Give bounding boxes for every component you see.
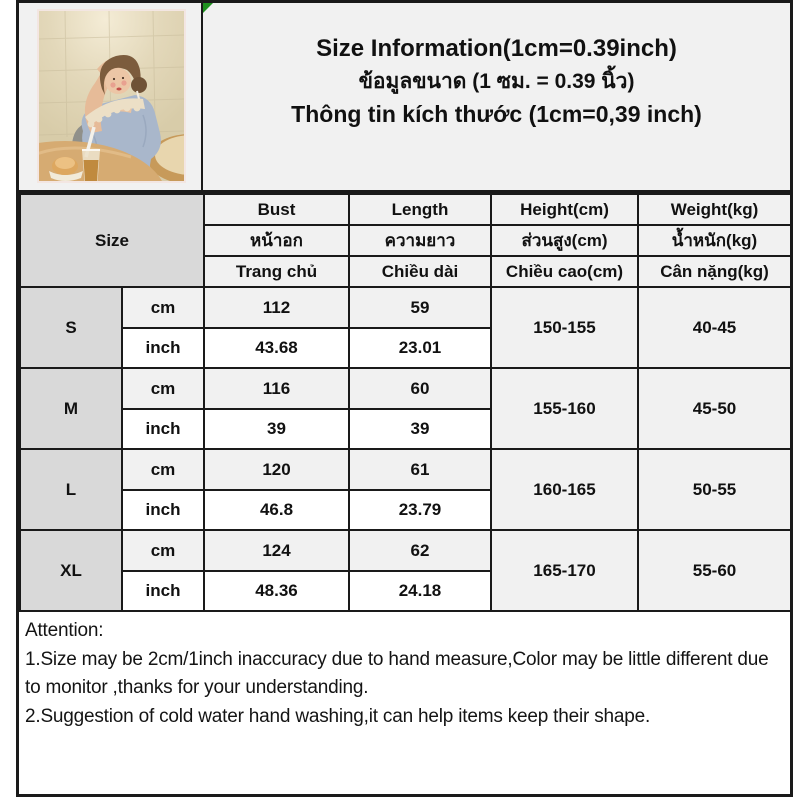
xl-height-range: 165-170 xyxy=(490,529,639,612)
col-header-weight-en: Weight(kg) xyxy=(637,193,792,226)
table-row: L cm 120 61 160-165 50-55 xyxy=(19,448,792,531)
hair-bun xyxy=(131,77,147,93)
title-english: Size Information(1cm=0.39inch) xyxy=(316,34,677,62)
l-length-inch: 23.79 xyxy=(348,489,492,531)
col-header-length-en: Length xyxy=(348,193,492,226)
col-header-height-en: Height(cm) xyxy=(490,193,639,226)
attention-heading: Attention: xyxy=(25,620,104,641)
iced-tea xyxy=(83,160,99,181)
table-row: S cm 112 59 150-155 40-45 xyxy=(19,286,792,369)
xl-bust-inch: 48.36 xyxy=(203,570,350,612)
unit-inch: inch xyxy=(121,570,205,612)
unit-inch: inch xyxy=(121,489,205,531)
attention-section: Attention: 1.Size may be 2cm/1inch inacc… xyxy=(19,612,790,794)
xl-length-cm: 62 xyxy=(348,529,492,572)
product-photo-cell xyxy=(19,3,203,190)
size-table: Size Bust Length Height(cm) Weight(kg) ห… xyxy=(19,193,792,612)
table-row: XL cm 124 62 165-170 55-60 xyxy=(19,529,792,612)
unit-cm: cm xyxy=(121,286,205,329)
size-chart-sheet: Size Information(1cm=0.39inch) ข้อมูลขนา… xyxy=(16,0,793,797)
table-row: M cm 116 60 155-160 45-50 xyxy=(19,367,792,450)
s-bust-cm: 112 xyxy=(203,286,350,329)
unit-cm: cm xyxy=(121,529,205,572)
col-header-bust-vi: Trang chủ xyxy=(203,255,350,288)
table-row: inch 48.36 24.18 xyxy=(20,570,791,612)
col-header-height-vi: Chiều cao(cm) xyxy=(490,255,639,288)
size-label-s: S xyxy=(19,286,123,369)
col-header-bust-en: Bust xyxy=(203,193,350,226)
l-bust-cm: 120 xyxy=(203,448,350,491)
m-bust-cm: 116 xyxy=(203,367,350,410)
face xyxy=(105,68,131,94)
unit-cm: cm xyxy=(121,448,205,491)
title-block: Size Information(1cm=0.39inch) ข้อมูลขนา… xyxy=(203,3,790,190)
m-bust-inch: 39 xyxy=(203,408,350,450)
table-row: inch 43.68 23.01 xyxy=(20,327,791,369)
table-row: inch 39 39 xyxy=(20,408,791,450)
title-thai: ข้อมูลขนาด (1 ซม. = 0.39 นิ้ว) xyxy=(358,70,635,94)
col-header-length-vi: Chiều dài xyxy=(348,255,492,288)
l-height-range: 160-165 xyxy=(490,448,639,531)
product-photo-illustration xyxy=(39,11,184,181)
green-corner-marker xyxy=(203,3,213,13)
m-length-inch: 39 xyxy=(348,408,492,450)
size-label-m: M xyxy=(19,367,123,450)
unit-cm: cm xyxy=(121,367,205,410)
xl-bust-cm: 124 xyxy=(203,529,350,572)
product-photo xyxy=(37,9,186,183)
xl-weight-range: 55-60 xyxy=(637,529,792,612)
title-vietnamese: Thông tin kích thước (1cm=0,39 inch) xyxy=(291,100,702,127)
attention-note: 1.Size may be 2cm/1inch inaccuracy due t… xyxy=(25,648,769,699)
col-header-height-th: ส่วนสูง(cm) xyxy=(490,224,639,257)
plate-paper xyxy=(49,171,83,181)
attention-note: 2.Suggestion of cold water hand washing,… xyxy=(25,705,651,727)
l-length-cm: 61 xyxy=(348,448,492,491)
size-label-xl: XL xyxy=(19,529,123,612)
s-length-inch: 23.01 xyxy=(348,327,492,369)
col-header-bust-th: หน้าอก xyxy=(203,224,350,257)
top-section: Size Information(1cm=0.39inch) ข้อมูลขนา… xyxy=(19,3,790,193)
xl-length-inch: 24.18 xyxy=(348,570,492,612)
unit-inch: inch xyxy=(121,408,205,450)
m-weight-range: 45-50 xyxy=(637,367,792,450)
s-height-range: 150-155 xyxy=(490,286,639,369)
lace-scallops xyxy=(87,104,141,128)
l-weight-range: 50-55 xyxy=(637,448,792,531)
col-header-length-th: ความยาว xyxy=(348,224,492,257)
col-header-weight-vi: Cân nặng(kg) xyxy=(637,255,792,288)
col-header-weight-th: น้ำหนัก(kg) xyxy=(637,224,792,257)
s-length-cm: 59 xyxy=(348,286,492,329)
lips xyxy=(116,87,122,91)
hair xyxy=(99,54,141,95)
l-bust-inch: 46.8 xyxy=(203,489,350,531)
table-row: inch 46.8 23.79 xyxy=(20,489,791,531)
m-height-range: 155-160 xyxy=(490,367,639,450)
size-corner-header: Size xyxy=(19,193,205,288)
m-length-cm: 60 xyxy=(348,367,492,410)
unit-inch: inch xyxy=(121,327,205,369)
s-weight-range: 40-45 xyxy=(637,286,792,369)
size-label-l: L xyxy=(19,448,123,531)
s-bust-inch: 43.68 xyxy=(203,327,350,369)
